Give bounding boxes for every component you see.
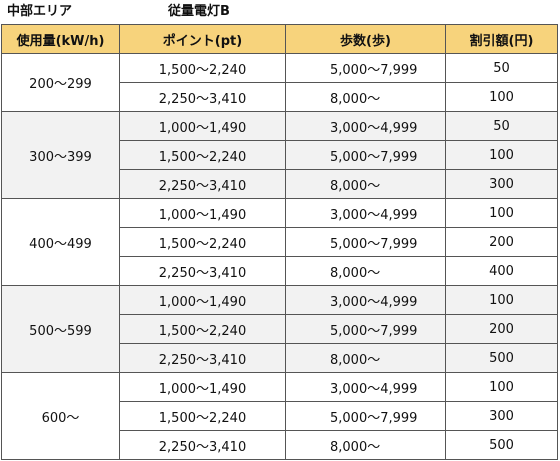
discount-cell: 100 bbox=[445, 198, 558, 228]
discount-cell: 100 bbox=[445, 140, 558, 170]
header-usage: 使用量(kW/h) bbox=[1, 24, 120, 54]
discount-cell: 200 bbox=[445, 227, 558, 257]
header-row: 使用量(kW/h) ポイント(pt) 歩数(歩) 割引額(円) bbox=[1, 24, 558, 54]
steps-cell: 5,000～7,999 bbox=[285, 140, 446, 170]
table-row: 2,250～3,410 8,000～ 300 bbox=[2, 169, 558, 199]
header-steps: 歩数(歩) bbox=[285, 24, 446, 54]
table-row: 400～499 1,000～1,490 3,000～4,999 100 bbox=[1, 198, 558, 286]
usage-range-cell: 600～ bbox=[1, 372, 120, 460]
points-cell: 1,500～2,240 bbox=[119, 401, 286, 431]
discount-cell: 400 bbox=[445, 256, 558, 286]
discount-cell: 50 bbox=[445, 53, 558, 83]
table-row: 300～399 1,000～1,490 3,000～4,999 50 bbox=[1, 111, 558, 199]
table-row: 200～299 1,500～2,240 5,000～7,999 50 bbox=[1, 53, 558, 112]
usage-range-cell: 400～499 bbox=[1, 198, 120, 286]
discount-cell: 300 bbox=[445, 401, 558, 431]
usage-range-cell: 200～299 bbox=[1, 53, 120, 112]
steps-cell: 3,000～4,999 bbox=[285, 198, 446, 228]
steps-cell: 8,000～ bbox=[285, 256, 446, 286]
steps-cell: 3,000～4,999 bbox=[285, 285, 446, 315]
discount-cell: 200 bbox=[445, 314, 558, 344]
discount-table: 使用量(kW/h) ポイント(pt) 歩数(歩) 割引額(円) 200～299 1… bbox=[1, 24, 558, 460]
discount-cell: 300 bbox=[445, 169, 558, 199]
usage-range-cell: 300～399 bbox=[1, 111, 120, 199]
discount-cell: 100 bbox=[445, 285, 558, 315]
table-body: 200～299 1,500～2,240 5,000～7,999 50 2,250～3,4… bbox=[1, 53, 558, 460]
points-cell: 1,000～1,490 bbox=[119, 372, 286, 402]
points-cell: 1,500～2,240 bbox=[119, 140, 286, 170]
table-row: 500～599 1,000～1,490 3,000～4,999 100 bbox=[1, 285, 558, 373]
discount-cell: 100 bbox=[445, 82, 558, 112]
table-row: 1,500～2,240 5,000～7,999 300 bbox=[2, 401, 558, 431]
table-row: 1,500～2,240 5,000～7,999 200 bbox=[2, 227, 558, 257]
table-row: 2,250～3,410 8,000～ 500 bbox=[2, 343, 558, 373]
table-row: 600～ 1,000～1,490 3,000～4,999 100 bbox=[1, 372, 558, 460]
steps-cell: 8,000～ bbox=[285, 82, 446, 112]
points-cell: 2,250～3,410 bbox=[119, 343, 286, 373]
steps-cell: 5,000～7,999 bbox=[285, 401, 446, 431]
points-cell: 1,000～1,490 bbox=[119, 111, 286, 141]
points-cell: 1,500～2,240 bbox=[119, 314, 286, 344]
header-discount: 割引額(円) bbox=[445, 24, 558, 54]
steps-cell: 3,000～4,999 bbox=[285, 372, 446, 402]
points-cell: 1,000～1,490 bbox=[119, 285, 286, 315]
steps-cell: 8,000～ bbox=[285, 343, 446, 373]
discount-cell: 100 bbox=[445, 372, 558, 402]
discount-cell: 500 bbox=[445, 343, 558, 373]
points-cell: 2,250～3,410 bbox=[119, 256, 286, 286]
plan-title: 従量電灯B bbox=[168, 4, 230, 19]
points-cell: 2,250～3,410 bbox=[119, 82, 286, 112]
steps-cell: 5,000～7,999 bbox=[285, 227, 446, 257]
steps-cell: 8,000～ bbox=[285, 169, 446, 199]
points-cell: 2,250～3,410 bbox=[119, 169, 286, 199]
table-row: 2,250～3,410 8,000～ 100 bbox=[2, 82, 558, 112]
points-cell: 1,000～1,490 bbox=[119, 198, 286, 228]
table-row: 1,500～2,240 5,000～7,999 100 bbox=[2, 140, 558, 170]
steps-cell: 5,000～7,999 bbox=[285, 53, 446, 83]
discount-cell: 500 bbox=[445, 430, 558, 460]
points-cell: 1,500～2,240 bbox=[119, 227, 286, 257]
usage-range-cell: 500～599 bbox=[1, 285, 120, 373]
region-title: 中部エリア bbox=[7, 4, 73, 19]
points-cell: 2,250～3,410 bbox=[119, 430, 286, 460]
steps-cell: 8,000～ bbox=[285, 430, 446, 460]
steps-cell: 5,000～7,999 bbox=[285, 314, 446, 344]
header-points: ポイント(pt) bbox=[119, 24, 286, 54]
points-cell: 1,500～2,240 bbox=[119, 53, 286, 83]
discount-cell: 50 bbox=[445, 111, 558, 141]
steps-cell: 3,000～4,999 bbox=[285, 111, 446, 141]
table-row: 2,250～3,410 8,000～ 400 bbox=[2, 256, 558, 286]
table-row: 2,250～3,410 8,000～ 500 bbox=[2, 430, 558, 460]
